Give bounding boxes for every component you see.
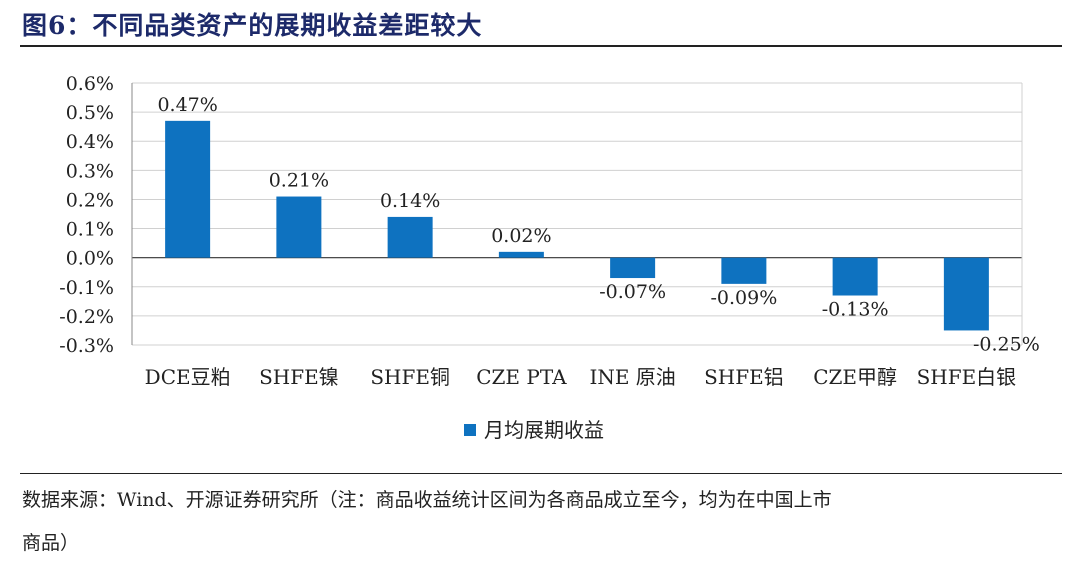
bar <box>387 216 433 258</box>
y-tick-label: -0.2% <box>59 306 114 328</box>
data-label: 0.47% <box>157 94 217 116</box>
y-tick-label: 0.6% <box>66 73 114 95</box>
x-tick-label: SHFE铝 <box>704 365 784 389</box>
x-tick-label: SHFE镍 <box>259 365 339 389</box>
source-note: 数据来源：Wind、开源证券研究所（注：商品收益统计区间为各商品成立至今，均为在… <box>22 489 832 511</box>
data-label: -0.09% <box>710 287 777 309</box>
data-label: 0.14% <box>380 190 440 212</box>
bar <box>165 120 211 258</box>
y-tick-label: 0.5% <box>66 102 114 124</box>
data-label: -0.07% <box>599 281 666 303</box>
data-label: -0.13% <box>822 299 889 321</box>
bar <box>276 196 322 258</box>
y-tick-label: -0.3% <box>59 335 114 357</box>
x-tick-label: SHFE铜 <box>370 365 450 389</box>
data-label: 0.21% <box>269 170 329 192</box>
y-tick-label: 0.3% <box>66 160 114 182</box>
bar <box>498 251 544 258</box>
footer-divider <box>20 473 1062 474</box>
x-tick-label: INE 原油 <box>589 365 675 389</box>
x-tick-label: DCE豆粕 <box>145 365 231 389</box>
y-tick-label: 0.0% <box>66 248 114 270</box>
data-label: 0.02% <box>491 225 551 247</box>
x-tick-label: CZE甲醇 <box>813 365 897 389</box>
figure-title: 图6：不同品类资产的展期收益差距较大 <box>22 11 483 40</box>
bar <box>721 257 767 284</box>
bar-chart: 0.6% 0.5% 0.4% 0.3% 0.2% 0.1% 0.0% -0.1% -0.2% -0… <box>59 73 1040 442</box>
bar <box>832 257 878 296</box>
data-label: -0.25% <box>973 333 1040 355</box>
bar <box>610 257 656 279</box>
bar <box>943 257 989 331</box>
title-divider <box>20 45 1062 47</box>
x-tick-label: SHFE白银 <box>917 365 1017 389</box>
legend-label: 月均展期收益 <box>484 418 604 442</box>
y-tick-label: 0.2% <box>66 189 114 211</box>
legend-swatch <box>464 424 476 436</box>
y-tick-label: 0.4% <box>66 131 114 153</box>
y-tick-label: -0.1% <box>59 277 114 299</box>
y-tick-label: 0.1% <box>66 219 114 241</box>
x-tick-label: CZE PTA <box>476 365 567 389</box>
source-note-cont: 商品） <box>22 532 80 554</box>
